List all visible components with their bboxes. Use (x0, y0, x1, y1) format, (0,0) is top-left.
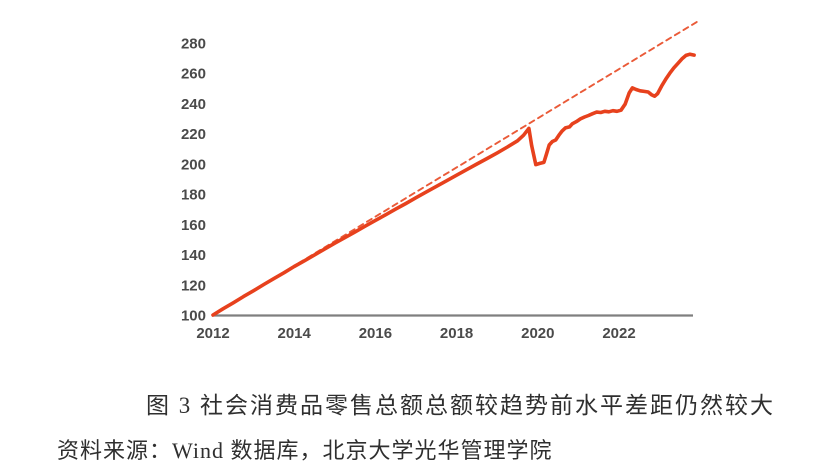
x-axis-tick-label: 2014 (278, 325, 312, 342)
y-axis-tick-label: 220 (181, 126, 206, 143)
y-axis-tick-label: 100 (181, 308, 206, 325)
y-axis-tick-label: 280 (181, 36, 206, 53)
y-axis-tick-label: 160 (181, 217, 206, 234)
x-axis-tick-label: 2022 (602, 325, 635, 342)
y-axis-tick-label: 140 (181, 247, 206, 264)
y-axis-tick-label: 200 (181, 156, 206, 173)
figure-source: 资料来源：Wind 数据库，北京大学光华管理学院 (57, 438, 553, 463)
y-axis-tick-label: 180 (181, 187, 206, 204)
retail-sales-chart: 100 120 140 160 180 200 220 240 260 280 2012 2014 20… (181, 18, 702, 342)
figure-caption: 图 3 社会消费品零售总额总额较趋势前水平差距仍然较大 (146, 393, 775, 418)
chart-canvas: 100 120 140 160 180 200 220 240 260 280 2012 2014 20… (181, 18, 702, 342)
x-axis-tick-label: 2018 (440, 325, 473, 342)
x-axis-tick-label: 2016 (359, 325, 392, 342)
x-axis-tick-label: 2020 (521, 325, 554, 342)
y-axis-tick-label: 240 (181, 96, 206, 113)
y-axis-tick-label: 260 (181, 66, 206, 83)
actual-series-line (211, 52, 696, 317)
y-axis-tick-label: 120 (181, 277, 206, 294)
x-axis-tick-label: 2012 (196, 325, 229, 342)
